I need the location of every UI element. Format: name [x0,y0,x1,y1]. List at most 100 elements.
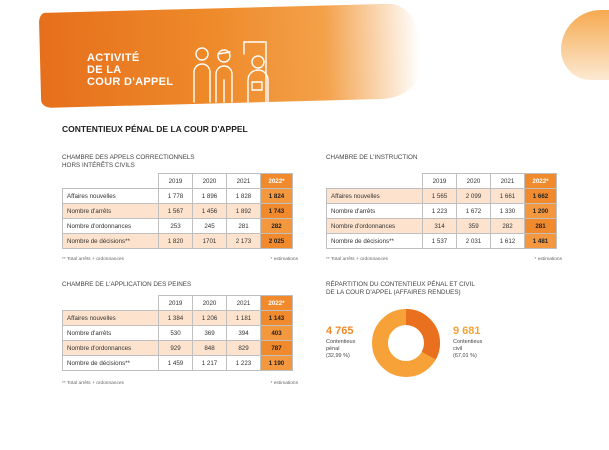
hero-title-line-2: DE LA [87,64,122,76]
header-2019: 2019 [158,173,193,189]
table-cell: 829 [226,340,261,356]
header-2022: 2022* [260,295,293,311]
row-label: Nombre d'ordonnances [62,218,159,234]
table-cell-highlight: 282 [260,218,293,234]
footnote-estimations: * estimations [270,381,298,386]
table-cell: 1 456 [192,203,227,219]
row-label: Nombre d'arrêts [62,203,159,219]
table-cell: 929 [158,340,193,356]
table-row: Nombre d'arrêts 1 223 1 672 1 330 1 200 [326,203,557,219]
table-cell: 1 896 [192,188,227,204]
table-cell: 1 206 [192,310,227,326]
header-2020: 2020 [192,295,227,311]
section-title: CONTENTIEUX PÉNAL DE LA COUR D'APPEL [62,124,248,134]
table-cell: 1 537 [422,233,457,249]
table-cell: 1 828 [226,188,261,204]
table-cell: 394 [226,325,261,341]
header-2022: 2022* [260,173,293,189]
header-2022: 2022* [524,173,557,189]
instruction-footnotes: ** Total arrêts + ordonnances * estimati… [326,257,562,262]
table-cell-highlight: 1 481 [524,233,557,249]
table-cell: 848 [192,340,227,356]
table-cell: 281 [226,218,261,234]
civil-label-line-2: civil [453,346,463,352]
table-cell-highlight: 2 025 [260,233,293,249]
civil-value-block: 9 681 Contentieux civil (67,01 %) [453,325,482,360]
row-label: Nombre d'arrêts [326,203,423,219]
civil-label-line-1: Contentieux [453,339,483,345]
table-row: Affaires nouvelles 1 565 2 099 1 661 1 6… [326,188,557,204]
header-2020: 2020 [192,173,227,189]
table-cell: 2 173 [226,233,261,249]
table-row: Nombre de décisions** 1 820 1701 2 173 2… [62,233,293,249]
penal-value-block: 4 765 Contentieux pénal (32,99 %) [326,325,355,360]
header-2019: 2019 [158,295,193,311]
table-cell: 1 223 [226,355,261,371]
table-cell: 1 892 [226,203,261,219]
appels-table: 2019 2020 2021 2022* Affaires nouvelles … [62,173,293,249]
table-cell: 2 031 [456,233,491,249]
row-label: Affaires nouvelles [62,188,159,204]
row-label: Affaires nouvelles [326,188,423,204]
application-peines-block: CHAMBRE DE L'APPLICATION DES PEINES 2019… [62,281,298,386]
donut-chart [372,309,440,377]
header-2019: 2019 [422,173,457,189]
table-row: Nombre d'arrêts 1 567 1 456 1 892 1 743 [62,203,293,219]
peines-footnotes: ** Total arrêts + ordonnances * estimati… [62,381,298,386]
instruction-title: CHAMBRE DE L'INSTRUCTION [326,154,418,161]
civil-value: 9 681 [453,325,481,337]
header-2021: 2021 [226,173,261,189]
table-row: Affaires nouvelles 1 384 1 206 1 181 1 1… [62,310,293,326]
table-cell: 1 384 [158,310,193,326]
donut-title-line-1: RÉPARTITION DU CONTENTIEUX PÉNAL ET CIVI… [326,281,475,288]
civil-label-line-3: (67,01 %) [453,353,477,359]
instruction-block: CHAMBRE DE L'INSTRUCTION 2019 2020 2021 … [326,154,562,262]
penal-label-line-1: Contentieux [326,339,356,345]
table-cell: 530 [158,325,193,341]
table-row: Nombre d'arrêts 530 369 394 403 [62,325,293,341]
footnote-total: ** Total arrêts + ordonnances [326,257,388,262]
table-cell: 1 778 [158,188,193,204]
penal-label-line-2: pénal [326,346,340,352]
table-cell: 245 [192,218,227,234]
table-cell: 1 567 [158,203,193,219]
table-cell: 1 820 [158,233,193,249]
appels-title-line-1: CHAMBRE DES APPELS CORRECTIONNELS [62,154,195,161]
header-2021: 2021 [226,295,261,311]
row-label: Nombre d'ordonnances [62,340,159,356]
hero-title-line-1: ACTIVITÉ [87,52,140,64]
penal-label-line-3: (32,99 %) [326,353,350,359]
table-cell: 1 223 [422,203,457,219]
footnote-estimations: * estimations [534,257,562,262]
donut-penal-arc [372,309,440,377]
table-cell: 1 330 [490,203,525,219]
appels-footnotes: ** Total arrêts + ordonnances * estimati… [62,257,298,262]
table-cell-highlight: 1 743 [260,203,293,219]
table-cell-highlight: 1 824 [260,188,293,204]
table-row: Nombre d'ordonnances 929 848 829 787 [62,340,293,356]
footnote-total: ** Total arrêts + ordonnances [62,257,124,262]
table-cell: 282 [490,218,525,234]
table-cell-highlight: 1 143 [260,310,293,326]
table-cell-highlight: 1 662 [524,188,557,204]
table-row: Nombre de décisions** 1 459 1 217 1 223 … [62,355,293,371]
table-cell: 369 [192,325,227,341]
peines-title: CHAMBRE DE L'APPLICATION DES PEINES [62,281,192,288]
appels-correctionnels-block: CHAMBRE DES APPELS CORRECTIONNELS HORS I… [62,154,298,262]
table-row: Nombre de décisions** 1 537 2 031 1 612 … [326,233,557,249]
table-cell-highlight: 403 [260,325,293,341]
donut-title: RÉPARTITION DU CONTENTIEUX PÉNAL ET CIVI… [326,281,475,297]
table-cell: 1 672 [456,203,491,219]
appels-title-line-2: HORS INTÉRÊTS CIVILS [62,162,135,169]
donut-title-line-2: DE LA COUR D'APPEL (AFFAIRES RENDUES) [326,289,461,296]
table-cell: 1 181 [226,310,261,326]
table-cell: 1 565 [422,188,457,204]
table-cell-highlight: 281 [524,218,557,234]
header-2021: 2021 [490,173,525,189]
table-cell-highlight: 787 [260,340,293,356]
instruction-table: 2019 2020 2021 2022* Affaires nouvelles … [326,173,557,249]
footnote-total: ** Total arrêts + ordonnances [62,381,124,386]
table-cell-highlight: 1 200 [524,203,557,219]
table-cell: 1701 [192,233,227,249]
hero-title: ACTIVITÉ DE LA COUR D'APPEL [87,52,173,88]
